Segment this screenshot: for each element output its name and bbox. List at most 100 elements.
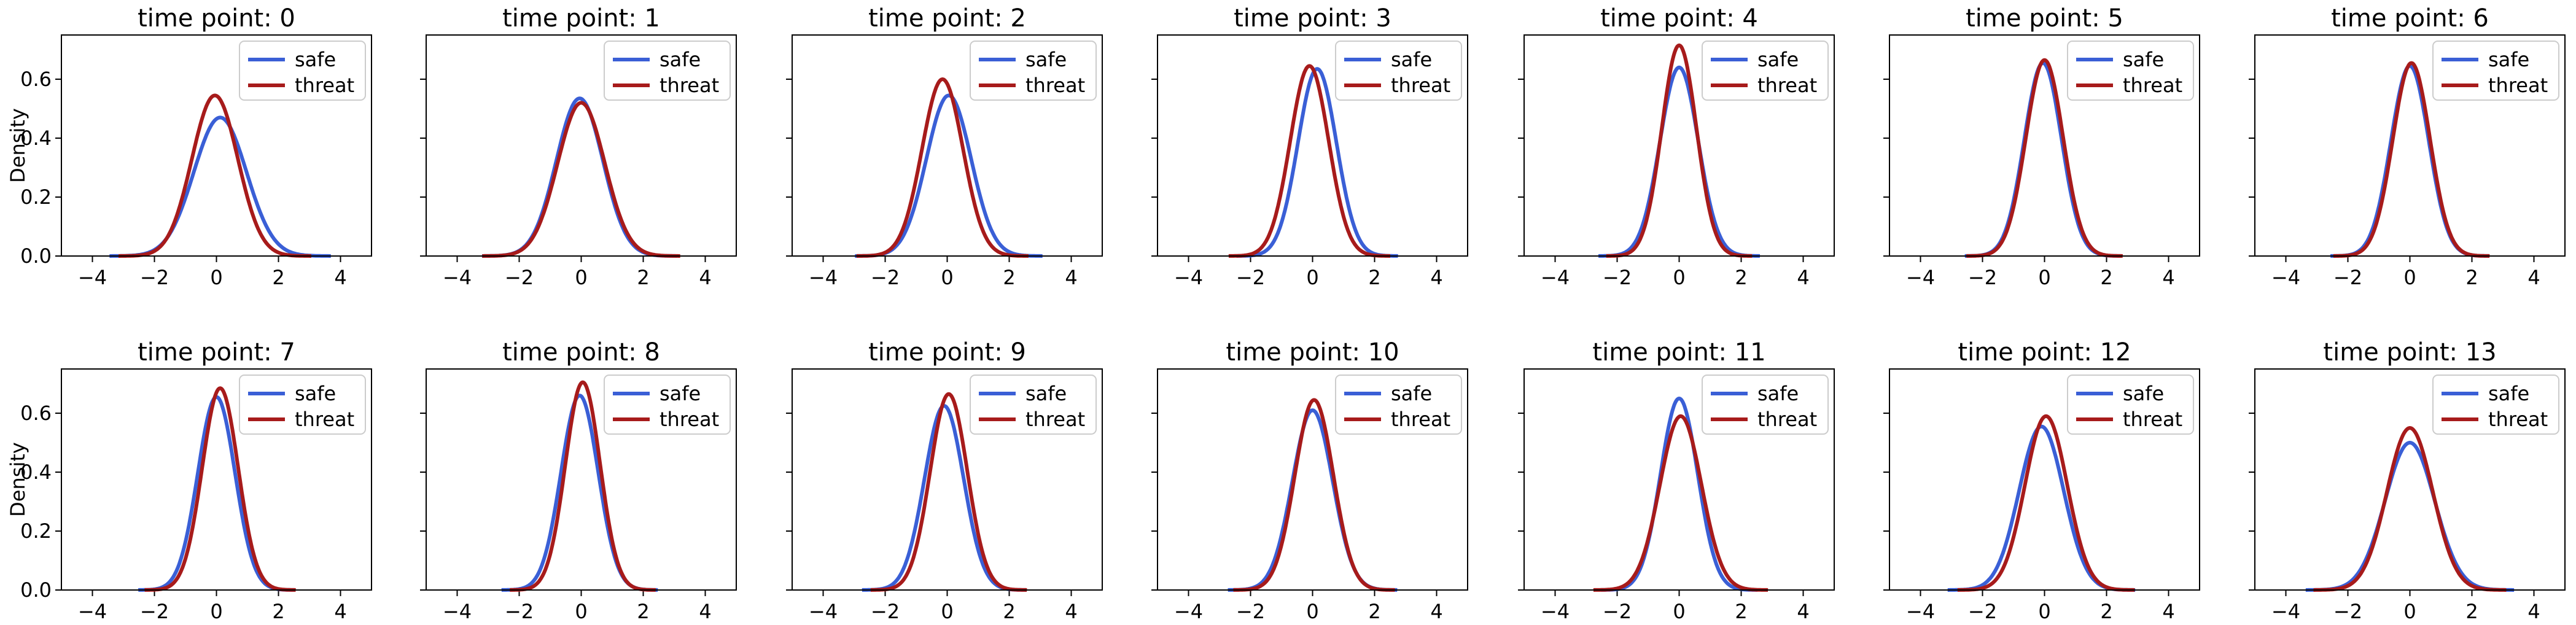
panel-frame bbox=[792, 368, 1103, 591]
x-tick-label: 0 bbox=[575, 266, 587, 289]
panel-11: time point: 11 −4 −2 0 2 4 safe threat bbox=[1518, 338, 1835, 623]
legend-label-threat: threat bbox=[295, 408, 354, 431]
legend-label-threat: threat bbox=[2488, 74, 2548, 97]
legend-label-threat: threat bbox=[295, 74, 354, 97]
safe-density-line bbox=[481, 96, 679, 258]
x-tick-label: 0 bbox=[941, 266, 953, 289]
threat-density-line bbox=[144, 386, 297, 592]
x-tick-label: −2 bbox=[140, 266, 169, 289]
threat-density-line bbox=[2313, 426, 2507, 592]
x-tick-label: 0 bbox=[1306, 266, 1318, 289]
x-tick-label: −2 bbox=[871, 600, 900, 623]
x-tick-label: 0 bbox=[1306, 600, 1318, 623]
x-tick-label: 4 bbox=[2162, 266, 2174, 289]
x-tick-label: 2 bbox=[2100, 266, 2112, 289]
x-tick-label: 4 bbox=[2162, 600, 2174, 623]
x-tick-label: −4 bbox=[809, 266, 838, 289]
y-tick-label: 0.4 bbox=[20, 126, 52, 150]
x-tick-label: −4 bbox=[78, 266, 107, 289]
x-tick-label: 0 bbox=[210, 266, 222, 289]
legend-label-threat: threat bbox=[660, 74, 719, 97]
x-tick-label: −4 bbox=[443, 266, 472, 289]
x-tick-label: −2 bbox=[1236, 266, 1265, 289]
legend-label-safe: safe bbox=[1025, 48, 1067, 71]
panel-title: time point: 1 bbox=[502, 4, 660, 33]
x-tick-label: 0 bbox=[210, 600, 222, 623]
panel-frame bbox=[2254, 368, 2566, 591]
legend: safe threat bbox=[970, 41, 1097, 101]
panel-title: time point: 12 bbox=[1958, 338, 2131, 367]
x-tick-label: 2 bbox=[1003, 600, 1015, 623]
x-tick-label: 0 bbox=[2038, 266, 2050, 289]
x-tick-label: 2 bbox=[2465, 266, 2478, 289]
legend-label-safe: safe bbox=[2123, 382, 2164, 405]
legend: safe threat bbox=[2067, 375, 2194, 435]
threat-density-line bbox=[855, 77, 1030, 258]
x-tick-label: −4 bbox=[2271, 600, 2300, 623]
x-tick-label: −2 bbox=[1968, 266, 1997, 289]
x-tick-label: 2 bbox=[1735, 600, 1747, 623]
threat-density-line bbox=[1605, 43, 1753, 258]
legend-label-safe: safe bbox=[2123, 48, 2164, 71]
legend-label-safe: safe bbox=[1757, 382, 1799, 405]
x-tick-label: −4 bbox=[1541, 600, 1570, 623]
panel-12: time point: 12 −4 −2 0 2 4 safe threat bbox=[1883, 338, 2200, 623]
threat-density-line bbox=[1956, 414, 2136, 592]
legend-label-safe: safe bbox=[295, 382, 336, 405]
x-tick-label: 2 bbox=[272, 600, 284, 623]
legend: safe threat bbox=[1702, 41, 1829, 101]
x-tick-label: −4 bbox=[1174, 600, 1203, 623]
x-tick-label: 4 bbox=[2527, 600, 2540, 623]
legend-label-threat: threat bbox=[1757, 408, 1817, 431]
legend-label-threat: threat bbox=[1757, 74, 1817, 97]
legend: safe threat bbox=[239, 375, 366, 435]
threat-density-line bbox=[1232, 398, 1396, 592]
x-tick-label: −4 bbox=[1906, 600, 1935, 623]
y-tick-label: 0.4 bbox=[20, 460, 52, 484]
safe-density-line bbox=[1227, 408, 1398, 592]
safe-density-line bbox=[1947, 424, 2136, 592]
panel-0: time point: 0 −4 −2 0 2 4 0.0 0.2 0.4 0.6 Density s… bbox=[6, 4, 372, 289]
legend-label-threat: threat bbox=[1025, 408, 1085, 431]
panel-title: time point: 10 bbox=[1226, 338, 1399, 367]
panel-10: time point: 10 −4 −2 0 2 4 safe threat bbox=[1151, 338, 1468, 623]
x-tick-label: −2 bbox=[505, 600, 534, 623]
x-tick-label: 4 bbox=[1065, 600, 1077, 623]
x-tick-label: 0 bbox=[2403, 600, 2416, 623]
x-tick-label: −4 bbox=[78, 600, 107, 623]
x-tick-label: 4 bbox=[1065, 266, 1077, 289]
x-tick-label: 2 bbox=[2100, 600, 2112, 623]
x-tick-label: 2 bbox=[2465, 600, 2478, 623]
x-tick-label: 0 bbox=[2038, 600, 2050, 623]
x-tick-label: −2 bbox=[871, 266, 900, 289]
x-tick-label: 0 bbox=[2403, 266, 2416, 289]
x-tick-label: −2 bbox=[1603, 600, 1632, 623]
panel-9: time point: 9 −4 −2 0 2 4 safe threat bbox=[786, 338, 1103, 623]
panel-frame bbox=[1157, 34, 1468, 257]
panel-frame bbox=[61, 368, 372, 591]
legend-label-safe: safe bbox=[1391, 48, 1432, 71]
threat-density-line bbox=[2332, 61, 2491, 258]
x-tick-label: 2 bbox=[272, 266, 284, 289]
panel-frame bbox=[1523, 368, 1835, 591]
panel-3: time point: 3 −4 −2 0 2 4 safe threat bbox=[1151, 4, 1468, 289]
legend-label-threat: threat bbox=[1025, 74, 1085, 97]
panel-title: time point: 13 bbox=[2323, 338, 2496, 367]
panel-title: time point: 3 bbox=[1234, 4, 1391, 33]
x-tick-label: 0 bbox=[575, 600, 587, 623]
panel-6: time point: 6 −4 −2 0 2 4 safe threat bbox=[2249, 4, 2566, 289]
legend-label-safe: safe bbox=[295, 48, 336, 71]
legend-label-threat: threat bbox=[2123, 408, 2182, 431]
x-tick-label: −2 bbox=[2333, 600, 2362, 623]
x-tick-label: −2 bbox=[2333, 266, 2362, 289]
threat-density-line bbox=[481, 101, 681, 258]
x-tick-label: 4 bbox=[2527, 266, 2540, 289]
legend: safe threat bbox=[2067, 41, 2194, 101]
panel-frame bbox=[1157, 368, 1468, 591]
threat-density-line bbox=[118, 93, 312, 258]
panel-13: time point: 13 −4 −2 0 2 4 safe threat bbox=[2249, 338, 2566, 623]
y-tick-label: 0.0 bbox=[20, 244, 52, 268]
panel-title: time point: 6 bbox=[2331, 4, 2489, 33]
x-tick-label: 2 bbox=[1368, 600, 1380, 623]
x-tick-label: 4 bbox=[699, 600, 711, 623]
